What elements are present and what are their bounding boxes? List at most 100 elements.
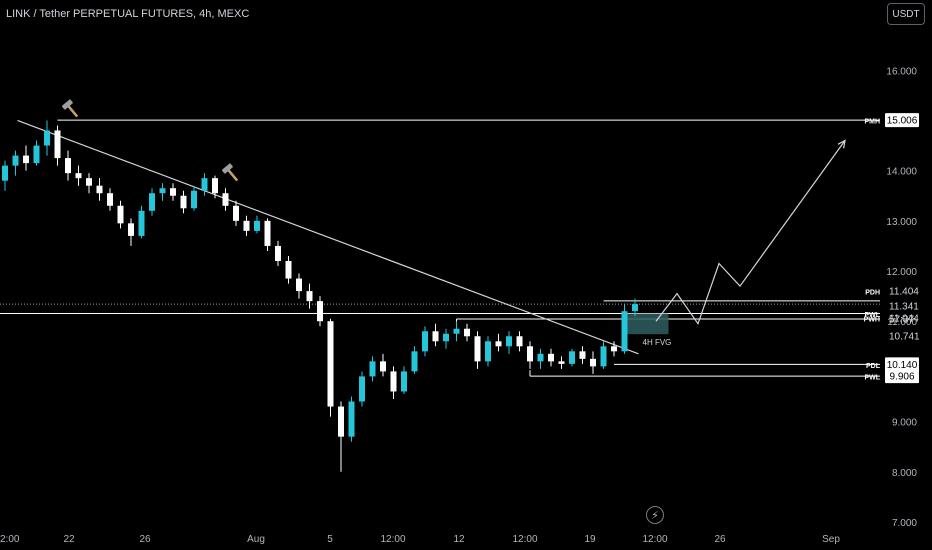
candle [506,331,512,354]
candle-body [181,196,187,209]
candle [401,366,407,394]
candle-body [517,336,523,346]
candle-body [286,261,292,279]
price-tag-value: 10.741 [889,332,920,343]
y-axis-tick-label: 8.000 [892,468,917,479]
candle [622,304,628,354]
candle-body [433,331,439,341]
candle-body [527,346,533,361]
candle [275,241,281,266]
candle-body [265,221,271,246]
x-axis-tick-label: 19 [584,534,596,545]
x-axis-tick-label: 26 [714,534,726,545]
price-tag-label: PDH [865,289,880,296]
candle-body [338,407,344,437]
candle-body [601,346,607,366]
candle [569,349,575,367]
candle [44,120,50,155]
candle-body [44,130,50,145]
candle [265,218,271,251]
candle [149,188,155,216]
candle [128,218,134,246]
candle [559,356,565,369]
price-tag-value: 11.341 [889,302,919,313]
candle-body [559,361,565,364]
price-tag-label: PDL [866,363,881,370]
x-axis-tick-label: Aug [247,534,265,545]
fvg-label: 4H FVG [643,338,672,347]
candle [76,166,82,186]
candle-body [538,354,544,362]
candle-body [244,221,250,231]
candle [286,256,292,284]
price-tag: PDH 11.404 [865,286,919,297]
candle-body [391,371,397,391]
candle [13,151,19,176]
price-tag: PMH 15.006 [864,113,919,127]
y-axis-tick-label: 7.000 [892,518,917,529]
candle [107,188,113,211]
candle-body [202,178,208,191]
candle-body [76,173,82,178]
price-tag-label: PMH [864,119,880,126]
price-tag: PWL 9.906 [864,369,919,383]
candle [422,326,428,356]
candle-body [317,301,323,321]
candle [548,349,554,367]
x-axis-tick-label: 12 [453,534,465,545]
y-axis-tick-label: 13.000 [886,217,917,228]
candle-body [632,304,638,311]
hammer-icon [62,99,82,120]
hammer-handle [67,105,78,117]
y-axis-tick-label: 12.000 [886,267,917,278]
candle-body [569,351,575,364]
candle-body [401,371,407,391]
candle [433,324,439,347]
x-axis-tick-label: 12:00 [512,534,537,545]
candle [139,206,145,239]
candle [359,371,365,406]
candle-body [275,246,281,261]
y-axis-tick-label: 9.000 [892,418,917,429]
candle [307,284,313,309]
price-tag-value: 15.006 [887,116,918,127]
candle-body [349,402,355,437]
x-axis-tick-label: 2:00 [0,534,20,545]
candle [118,201,124,229]
candle [475,331,481,369]
candle [233,201,239,226]
x-axis-tick-label: 26 [139,534,151,545]
candle-body [485,341,491,361]
candle-body [191,191,197,209]
candle [412,346,418,374]
candle-body [107,193,113,206]
candle [328,319,334,417]
candle-body [548,354,554,362]
candle-body [475,336,481,361]
candle-body [233,206,239,221]
fvg-box [624,314,669,335]
candle-body [223,193,229,206]
candle-body [212,178,218,193]
price-tag-value: 11.404 [889,286,919,297]
candle [590,351,596,374]
candle-body [118,206,124,224]
price-tag-label: PWL [864,375,880,382]
candle-body [23,156,29,164]
candle-body [359,376,365,401]
candle [23,146,29,171]
price-tag-label: PWH [864,316,880,323]
candle-body [160,188,166,193]
candle [181,191,187,214]
candle [527,341,533,369]
candle-body [464,329,470,337]
price-tag: 11.341 [889,302,919,313]
price-tag-value: 11.044 [889,313,919,324]
candle [370,356,376,381]
x-axis-tick-label: Sep [822,534,840,545]
candle [349,396,355,441]
candle-body [412,351,418,371]
candle [296,274,302,299]
candle-body [13,156,19,166]
